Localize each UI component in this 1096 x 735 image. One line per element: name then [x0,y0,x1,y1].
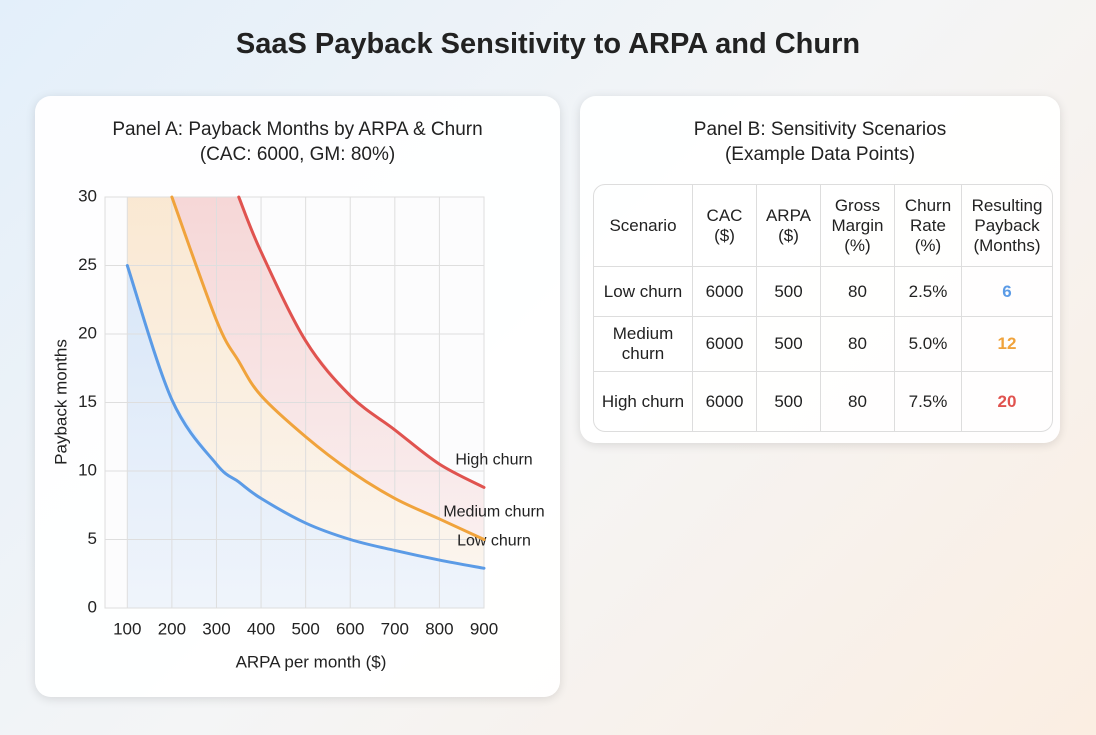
table-cell: 6000 [693,267,757,317]
table-cell: 500 [757,317,821,372]
table-cell: 80 [821,372,895,431]
panel-subtitle: (Example Data Points) [724,144,916,165]
x-tick-label: 900 [470,619,498,638]
panel-title: Panel B: Sensitivity Scenarios [693,119,947,140]
table-cell: 12 [962,317,1052,372]
x-tick-label: 600 [336,619,364,638]
x-tick-label: 100 [113,619,141,638]
table-cell: 80 [821,267,895,317]
table-cell: High churn [594,372,693,431]
table-row: Medium churn 6000 500 80 5.0% 12 [594,317,1052,372]
panel-b: Panel B: Sensitivity Scenarios (Example … [580,96,1060,443]
table-cell: Low churn [594,267,693,317]
x-tick-label: 400 [247,619,275,638]
table-cell: 6 [962,267,1052,317]
series-line [237,195,486,489]
table-row: Low churn 6000 500 80 2.5% 6 [594,267,1052,317]
y-tick-label: 15 [78,392,97,411]
y-tick-label: 20 [78,323,97,342]
table-cell: 20 [997,391,1017,411]
table-cell: 500 [757,267,821,317]
y-tick-label: 30 [78,186,97,205]
x-tick-label: 800 [425,619,453,638]
series-line [125,264,486,570]
table-row: High churn 6000 500 80 7.5% 20 [594,372,1052,431]
y-axis-label: Payback months [51,339,70,465]
panel-subtitle: (CAC: 6000, GM: 80%) [199,144,396,165]
x-tick-label: 300 [202,619,230,638]
y-tick-label: 5 [88,529,97,548]
header-row: Scenario CAC ($) ARPA ($) Gross Margin (%) C… [594,185,1052,267]
x-tick-label: 700 [381,619,409,638]
series-label: Medium churn [443,504,544,521]
panel-title: Panel A: Payback Months by ARPA & Churn [112,119,483,140]
table-cell: Medium churn [594,317,693,372]
column-header: ARPA ($) [757,185,821,267]
table-cell: 7.5% [895,372,962,431]
y-tick-label: 0 [88,597,97,616]
series-line [170,195,486,541]
table-cell: 2.5% [895,267,962,317]
table-cell: 80 [821,317,895,372]
table-cell: 5.0% [895,317,962,372]
y-tick-label: 25 [78,255,97,274]
shade [171,197,484,540]
y-tick-label: 10 [78,460,97,479]
x-axis-label: ARPA per month ($) [236,652,387,671]
table-cell: 500 [757,372,821,431]
column-header: CAC ($) [693,185,757,267]
table: Scenario CAC ($) ARPA ($) Gross Margin (%) C… [593,184,1053,432]
column-header: Churn Rate (%) [895,185,962,267]
table-cell: 6000 [693,317,757,372]
page-title: SaaS Payback Sensitivity to ARPA and Chu… [235,28,861,60]
x-tick-label: 200 [158,619,186,638]
series-label: High churn [455,452,532,469]
column-header: Gross Margin (%) [821,185,895,267]
column-header: Scenario [594,185,693,267]
x-tick-label: 500 [291,619,319,638]
column-header: Resulting Payback (Months) [962,185,1052,267]
series-label: Low churn [457,532,531,549]
table-cell: 6000 [693,372,757,431]
